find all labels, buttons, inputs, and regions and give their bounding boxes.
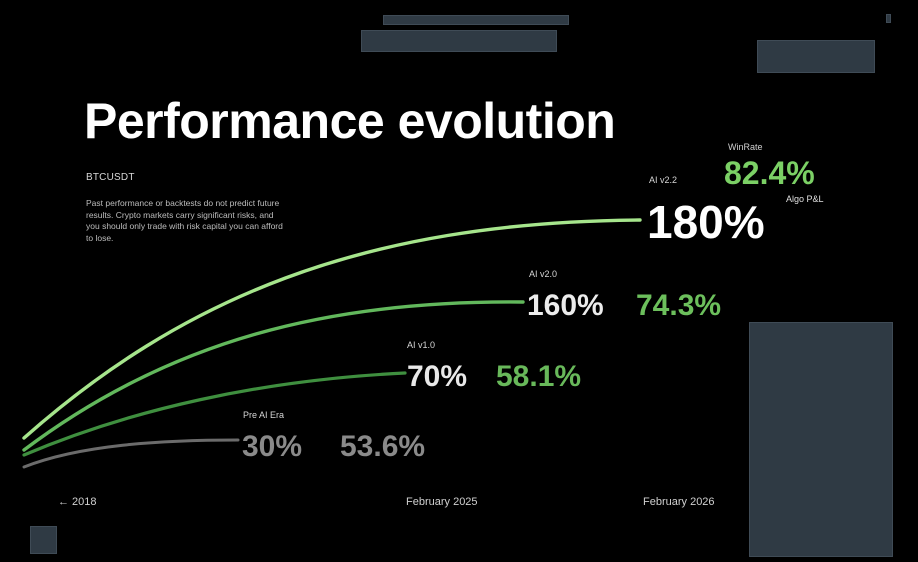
series-name-ai-v2-0: AI v2.0 (529, 269, 557, 279)
series-name-pre-ai-era: Pre AI Era (243, 410, 284, 420)
algo-pnl-value-ai-v1-0: 70% (407, 360, 467, 393)
winrate-value-ai-v2-2: 82.4% (724, 155, 815, 191)
x-label-2018: ← 2018 (58, 496, 97, 508)
algo-pnl-value-ai-v2-0: 160% (527, 289, 604, 322)
algo-pnl-value-ai-v2-2: 180% (647, 196, 765, 248)
winrate-value-pre-ai-era: 53.6% (340, 430, 425, 463)
redacted-block (383, 15, 569, 25)
redacted-block (361, 30, 557, 52)
series-name-ai-v2-2: AI v2.2 (649, 175, 677, 185)
algo-pnl-label: Algo P&L (786, 194, 824, 204)
algo-pnl-value-pre-ai-era: 30% (242, 430, 302, 463)
redacted-block (30, 526, 57, 554)
series-name-ai-v1-0: AI v1.0 (407, 340, 435, 350)
series-line-pre-ai-era (22, 438, 240, 469)
winrate-value-ai-v1-0: 58.1% (496, 360, 581, 393)
redacted-block (757, 40, 875, 73)
redacted-block (749, 322, 893, 557)
winrate-value-ai-v2-0: 74.3% (636, 289, 721, 322)
series-line-ai-v2-0 (22, 300, 525, 452)
x-label-feb-2025: February 2025 (406, 496, 478, 508)
symbol-label: BTCUSDT (86, 172, 135, 183)
disclaimer-text: Past performance or backtests do not pre… (86, 198, 283, 243)
x-label-feb-2026: February 2026 (643, 496, 715, 508)
redacted-block (886, 14, 891, 23)
series-line-ai-v1-0 (22, 371, 407, 457)
series-line-ai-v2-2 (22, 218, 642, 440)
chart-title: Performance evolution (84, 93, 616, 149)
winrate-label: WinRate (728, 142, 763, 152)
